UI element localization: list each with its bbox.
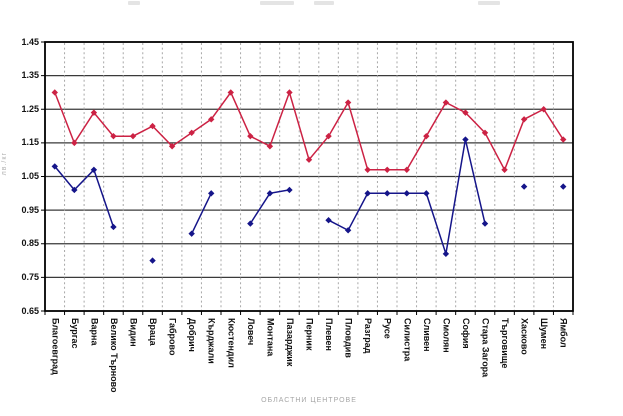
- x-category-label: Ямбол: [558, 318, 569, 348]
- blue-series-point: [266, 190, 274, 197]
- x-category-label: Пазарджик: [284, 318, 295, 367]
- cropped-title-fragment: [260, 1, 294, 5]
- blue-series-point: [325, 217, 332, 224]
- vertical-dashed-gridlines: [64, 43, 554, 310]
- red-series-point: [364, 166, 371, 173]
- x-category-label: Силистра: [402, 318, 413, 362]
- blue-series-point: [364, 190, 371, 197]
- blue-series-point: [462, 136, 469, 143]
- blue-series: [51, 136, 567, 264]
- y-tick-label: 1.05: [21, 171, 39, 181]
- blue-series-point: [110, 223, 117, 231]
- y-tick-label: 1.45: [21, 36, 39, 47]
- x-category-label: Перник: [304, 318, 315, 351]
- red-series-point: [208, 116, 215, 123]
- red-series-point: [227, 89, 234, 96]
- horizontal-gridlines: [45, 74, 573, 279]
- x-category-label: Видин: [128, 318, 139, 347]
- y-tick-label: 1.25: [21, 103, 39, 114]
- red-series-point: [51, 89, 58, 96]
- red-series: [51, 89, 567, 173]
- y-tick-label: 1.15: [21, 137, 39, 148]
- red-series-point: [188, 129, 195, 136]
- blue-series-point: [481, 220, 489, 227]
- red-series-point: [71, 139, 78, 147]
- red-series-point: [325, 132, 332, 140]
- x-category-label: Благоевград: [50, 318, 61, 375]
- cropped-title-fragment: [314, 1, 334, 5]
- red-series-point: [168, 143, 176, 150]
- red-series-point: [110, 132, 117, 140]
- red-series-point: [442, 99, 450, 106]
- x-category-label: Смолян: [441, 318, 452, 353]
- y-tick-label: 0.75: [21, 271, 39, 282]
- blue-series-point: [520, 183, 528, 190]
- x-category-label: Ловеч: [245, 318, 256, 346]
- red-series-point: [129, 132, 137, 140]
- red-series-point: [501, 166, 508, 173]
- x-category-label: Разград: [363, 318, 374, 354]
- plot-frame: [44, 41, 574, 312]
- x-category-label: Враца: [148, 318, 159, 346]
- x-category-label: Хасково: [519, 318, 530, 355]
- x-category-label: Кърджали: [206, 318, 217, 364]
- red-series-point: [247, 132, 254, 140]
- x-category-label: Кюстендил: [226, 318, 237, 368]
- blue-series-point: [344, 227, 352, 234]
- blue-series-point: [423, 190, 430, 197]
- red-series-point: [462, 109, 469, 116]
- blue-series-point: [149, 257, 156, 264]
- x-category-label: Бургас: [69, 318, 80, 349]
- red-series-point: [481, 129, 489, 136]
- blue-series-point: [442, 250, 450, 258]
- blue-series-point: [403, 190, 410, 197]
- red-series-point: [149, 122, 156, 130]
- x-category-label: Габрово: [167, 318, 178, 356]
- x-category-label: Монтана: [265, 318, 276, 357]
- blue-series-point: [71, 186, 78, 194]
- red-series-point: [560, 136, 567, 143]
- cropped-title-fragment: [128, 1, 140, 5]
- red-series-point: [540, 106, 547, 113]
- x-category-label: Добрич: [187, 318, 198, 352]
- x-category-label: Шумен: [539, 318, 550, 350]
- blue-series-point: [208, 190, 215, 197]
- red-series-point: [423, 132, 430, 140]
- x-category-label: Стара Загора: [480, 318, 491, 378]
- blue-series-point: [286, 186, 293, 194]
- red-series-point: [403, 166, 410, 173]
- x-category-label: Сливен: [421, 318, 432, 352]
- x-axis-title: ОБЛАСТНИ ЦЕНТРОВЕ: [261, 397, 357, 404]
- y-tick-label: 0.95: [21, 204, 39, 215]
- blue-series-point: [560, 183, 567, 190]
- y-tick-label: 0.85: [21, 238, 39, 249]
- red-series-point: [520, 116, 528, 123]
- red-series-point: [90, 109, 98, 116]
- red-series-point: [286, 89, 293, 96]
- blue-series-point: [188, 230, 195, 237]
- blue-series-point: [51, 163, 58, 170]
- red-series-point: [305, 156, 313, 163]
- y-tick-label: 1.35: [21, 70, 39, 81]
- red-series-point: [266, 143, 274, 150]
- x-category-label: Варна: [89, 318, 100, 346]
- y-tick-label: 0.65: [21, 305, 39, 316]
- blue-series-point: [90, 166, 98, 173]
- x-category-label: Търговище: [500, 318, 511, 369]
- x-category-label: София: [460, 318, 471, 349]
- x-category-label: Русе: [382, 318, 393, 339]
- x-category-label: Плевен: [324, 318, 335, 351]
- red-series-point: [384, 166, 391, 173]
- axis-ticks: [41, 41, 574, 315]
- x-category-label: Велико Търново: [108, 318, 119, 393]
- blue-series-point: [384, 190, 391, 197]
- x-category-label: Пловдив: [343, 318, 354, 358]
- blue-series-point: [247, 220, 254, 227]
- red-series-point: [344, 99, 352, 106]
- cropped-title-fragment: [478, 1, 500, 5]
